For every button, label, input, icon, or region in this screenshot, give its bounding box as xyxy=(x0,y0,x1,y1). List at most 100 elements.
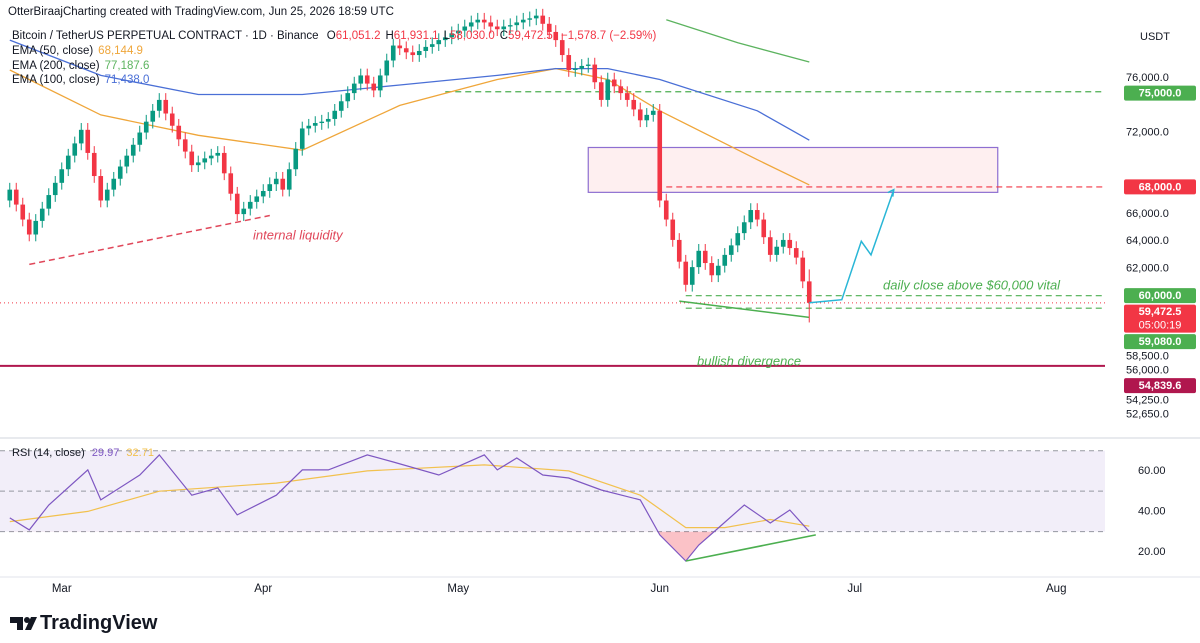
candle-body xyxy=(351,83,357,94)
candle-body xyxy=(631,99,637,110)
candle-body xyxy=(345,93,351,102)
candle-body xyxy=(7,189,13,201)
x-tick-label: Mar xyxy=(52,583,72,595)
candle-body xyxy=(52,182,58,196)
candle-body xyxy=(234,193,240,215)
candle-body xyxy=(520,19,526,23)
x-tick-label: Jul xyxy=(847,583,862,595)
brand: TradingView xyxy=(40,612,158,634)
rsi-title: RSI (14, close) xyxy=(12,447,85,459)
candle-body xyxy=(312,123,318,126)
candle-body xyxy=(247,201,253,209)
candle-body xyxy=(488,22,494,27)
candle-body xyxy=(559,40,565,56)
candle-body xyxy=(20,204,26,220)
ohlc-key: H xyxy=(385,30,394,42)
candle-body xyxy=(208,155,214,159)
candle-body xyxy=(429,44,435,47)
candle-body xyxy=(384,60,390,76)
current-price-bg xyxy=(1124,304,1196,333)
candle-body xyxy=(761,219,767,238)
ohlc: O61,051.2 H61,931.1 L58,030.0 C59,472.5 xyxy=(322,30,553,42)
candle-body xyxy=(273,178,279,185)
candle-body xyxy=(793,248,799,258)
candle-body xyxy=(182,139,188,152)
symbol: Bitcoin / TetherUS PERPETUAL CONTRACT · … xyxy=(12,30,319,42)
candle-body xyxy=(72,143,78,156)
candle-body xyxy=(800,257,806,282)
ema-name: EMA (200, close) xyxy=(12,59,100,72)
level-label-bg xyxy=(1124,179,1196,195)
level-label: 75,000.0 xyxy=(1139,88,1182,100)
current-price-label: 59,472.5 xyxy=(1139,306,1182,318)
candle-body xyxy=(26,219,32,235)
change: −1,578.7 xyxy=(561,30,607,42)
candle-body xyxy=(475,19,481,23)
candle-body xyxy=(397,45,403,49)
level-label-bg xyxy=(1124,85,1196,101)
candle-body xyxy=(156,99,162,111)
annotation: bullish divergence xyxy=(697,353,801,368)
candle-body xyxy=(481,19,487,23)
candle-body xyxy=(377,75,383,91)
candle-body xyxy=(189,151,195,166)
rsi-value: 29.97 xyxy=(91,447,120,459)
y-tick-label: 62,000.0 xyxy=(1126,262,1169,274)
candle-body xyxy=(449,33,455,38)
ema-line xyxy=(666,19,810,63)
ohlc-value: 59,472.5 xyxy=(508,30,553,42)
candle-body xyxy=(416,50,422,56)
candle-body xyxy=(663,200,669,220)
ohlc-key: O xyxy=(326,30,336,42)
ema-legend-row: EMA (100, close) 71,438.0 xyxy=(12,73,149,87)
ema-value: 71,438.0 xyxy=(104,74,150,86)
candle-body xyxy=(767,237,773,255)
x-tick-label: Aug xyxy=(1046,583,1066,595)
trendline xyxy=(29,214,270,266)
candle-body xyxy=(33,220,39,235)
ema-legend-row: EMA (50, close) 68,144.9 xyxy=(12,44,143,58)
candle-body xyxy=(319,121,325,124)
candle-body xyxy=(117,166,123,179)
rsi-ma-value: 32.71 xyxy=(126,447,154,459)
candle-body xyxy=(111,178,117,190)
candle-body xyxy=(722,254,728,266)
candle-body xyxy=(494,26,500,30)
candle-body xyxy=(137,132,143,145)
candle-body xyxy=(657,110,663,201)
candle-body xyxy=(611,79,617,87)
candle-body xyxy=(143,121,149,133)
candle-body xyxy=(59,169,65,183)
candle-body xyxy=(39,208,45,221)
projection-arrowhead xyxy=(887,188,895,197)
candle-body xyxy=(332,110,338,119)
y-tick-label: 56,000.0 xyxy=(1126,365,1169,377)
candle-body xyxy=(91,152,97,177)
candle-body xyxy=(670,219,676,240)
x-tick-label: May xyxy=(447,583,469,595)
candle-body xyxy=(436,40,442,45)
candle-body xyxy=(267,184,273,191)
candle-body xyxy=(286,169,292,190)
candle-body xyxy=(748,210,754,223)
ohlc-value: 61,931.1 xyxy=(393,30,439,42)
rsi-divergence xyxy=(685,534,816,562)
ohlc-value: 58,030.0 xyxy=(449,30,495,42)
level-label: 60,000.0 xyxy=(1139,290,1182,302)
ema-name: EMA (100, close) xyxy=(12,74,100,86)
candle-body xyxy=(124,155,130,167)
candle-body xyxy=(585,64,591,66)
candle-body xyxy=(533,15,539,19)
candle-body xyxy=(598,82,604,100)
rsi-tick-label: 60.00 xyxy=(1138,465,1166,477)
footer: TradingView xyxy=(0,600,1200,643)
chart: Mar Apr May Jun Jul Aug 76,000.0 75,000.0 72,000… xyxy=(0,6,1200,595)
candle-body xyxy=(176,125,182,140)
candle-body xyxy=(221,152,227,174)
candle-body xyxy=(403,48,409,53)
candle-body xyxy=(130,144,136,156)
candle-body xyxy=(592,64,598,83)
candle-body xyxy=(650,110,656,115)
ohlc-value: 61,051.2 xyxy=(335,30,381,42)
